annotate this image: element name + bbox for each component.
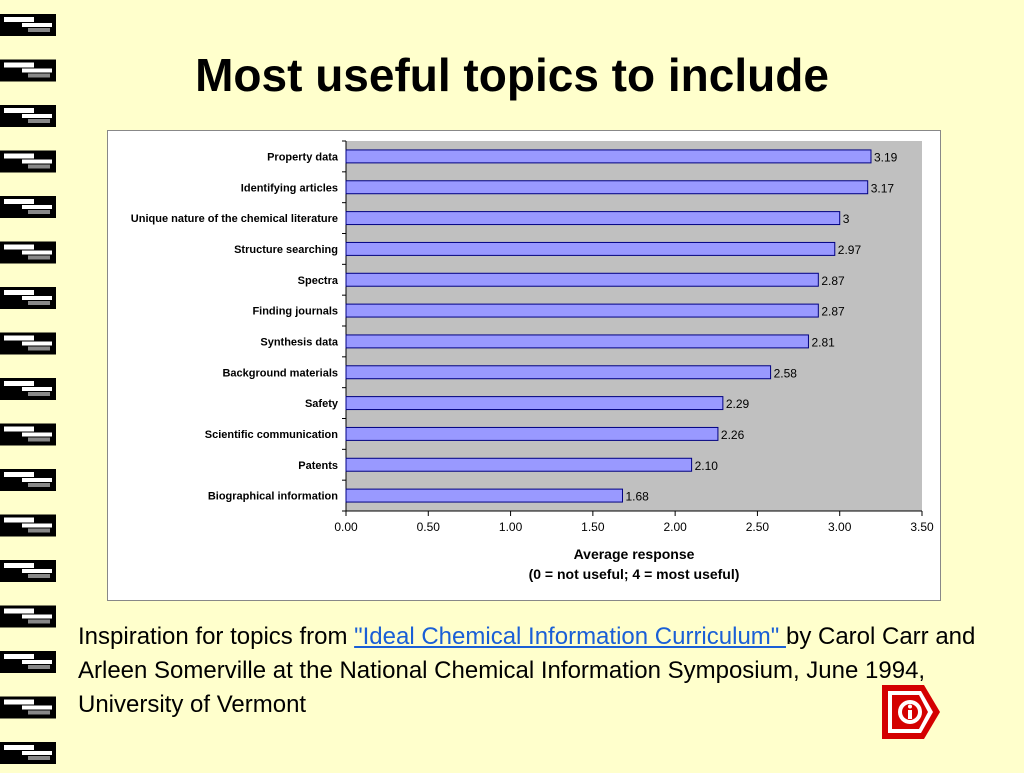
- binding-ring: [0, 469, 56, 491]
- data-label: 3.17: [871, 181, 895, 195]
- binding-ring: [0, 105, 56, 127]
- spiral-binding-graphic: [0, 14, 56, 764]
- data-label: 2.26: [721, 428, 745, 442]
- category-label: Safety: [305, 398, 339, 410]
- data-label: 2.81: [811, 335, 835, 349]
- binding-ring: [0, 514, 56, 537]
- x-tick-label: 0.00: [334, 520, 358, 534]
- data-label: 2.58: [774, 366, 798, 380]
- x-tick-label: 1.00: [499, 520, 523, 534]
- category-label: Spectra: [298, 275, 339, 287]
- ci-logo-icon: [880, 683, 942, 741]
- bar: [345, 334, 809, 349]
- binding-ring: [0, 196, 56, 218]
- category-label: Scientific communication: [205, 429, 339, 441]
- caption-prefix: Inspiration for topics from: [78, 623, 355, 650]
- data-label: 3.19: [874, 150, 898, 164]
- x-tick-label: 0.50: [417, 520, 441, 534]
- x-tick-label: 3.50: [910, 520, 934, 534]
- bar: [345, 180, 869, 195]
- chart-canvas: Property data 3.19 Identifying articles 3.1…: [131, 140, 934, 582]
- x-axis-sublabel: (0 = not useful; 4 = most useful): [529, 566, 740, 582]
- bar: [345, 396, 724, 411]
- category-label: Unique nature of the chemical literature: [131, 213, 338, 225]
- category-label: Patents: [298, 460, 338, 472]
- bar: [345, 211, 841, 226]
- binding-ring: [0, 605, 56, 628]
- bar: [345, 241, 836, 256]
- binding-ring: [0, 14, 56, 36]
- data-label: 2.87: [821, 305, 845, 319]
- data-label: 1.68: [625, 490, 649, 504]
- binding-ring: [0, 742, 56, 764]
- x-tick-label: 3.00: [828, 520, 852, 534]
- binding-ring: [0, 287, 56, 309]
- data-label: 2.97: [838, 243, 862, 257]
- category-label: Identifying articles: [241, 182, 338, 194]
- x-axis-label: Average response: [574, 546, 695, 562]
- bar: [345, 457, 693, 472]
- category-label: Background materials: [222, 367, 338, 379]
- curriculum-link[interactable]: "Ideal Chemical Information Curriculum": [354, 623, 786, 650]
- data-label: 2.29: [726, 397, 750, 411]
- caption-suffix: by Carol Carr and Arleen Somerville at t…: [78, 623, 976, 718]
- category-label: Finding journals: [252, 306, 338, 318]
- data-label: 2.10: [695, 459, 719, 473]
- category-label: Biographical information: [208, 491, 338, 503]
- data-label: 3: [843, 212, 850, 226]
- bar: [345, 426, 719, 441]
- binding-ring: [0, 696, 56, 719]
- bar: [345, 272, 819, 287]
- category-label: Property data: [267, 151, 339, 163]
- binding-ring: [0, 560, 56, 582]
- binding-ring: [0, 241, 56, 264]
- x-tick-label: 2.00: [663, 520, 687, 534]
- spiral-binding: [0, 0, 60, 768]
- plot-area: [346, 141, 922, 511]
- binding-ring: [0, 651, 56, 673]
- bar: [345, 488, 623, 503]
- x-tick-label: 1.50: [581, 520, 605, 534]
- binding-ring: [0, 332, 56, 355]
- bar: [345, 149, 872, 164]
- bar: [345, 303, 819, 318]
- slide-title: Most useful topics to include: [195, 49, 829, 101]
- binding-ring: [0, 150, 56, 173]
- bar-chart: Property data 3.19 Identifying articles 3.1…: [107, 130, 941, 601]
- bar: [345, 365, 772, 380]
- binding-ring: [0, 423, 56, 446]
- binding-ring: [0, 59, 56, 82]
- category-label: Structure searching: [234, 244, 338, 256]
- data-label: 2.87: [821, 274, 845, 288]
- source-caption: Inspiration for topics from "Ideal Chemi…: [78, 620, 1024, 722]
- binding-ring: [0, 378, 56, 400]
- category-label: Synthesis data: [260, 336, 339, 348]
- x-tick-label: 2.50: [746, 520, 770, 534]
